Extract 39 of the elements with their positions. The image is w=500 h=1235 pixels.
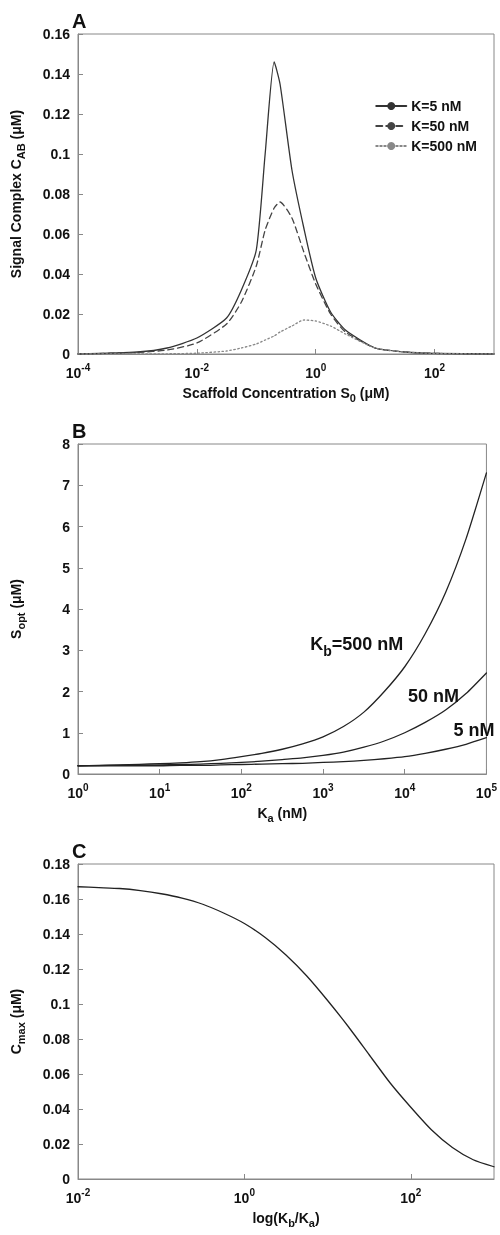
y-tick-label: 0.18	[42, 856, 71, 872]
y-tick-label: 0	[62, 766, 71, 782]
y-tick-label: 0	[62, 346, 71, 362]
y-tick-label: 0.16	[42, 26, 71, 42]
y-tick-label: 0.1	[50, 996, 71, 1012]
y-tick-label: 0.12	[42, 106, 71, 122]
y-tick-label: 0.04	[42, 266, 71, 282]
legend-label: K=50 nM	[411, 118, 470, 134]
chart-title: A	[72, 10, 87, 32]
y-tick-label: 0.1	[50, 146, 71, 162]
y-tick-label: 0.04	[42, 1101, 71, 1117]
series-label: 50 nM	[408, 686, 460, 707]
y-tick-label: 0.14	[42, 66, 71, 82]
y-tick-label: 2	[62, 683, 71, 700]
y-axis-title: Cmax (μM)	[7, 988, 27, 1055]
y-tick-label: 4	[62, 601, 71, 617]
y-tick-label: 0.08	[42, 186, 71, 202]
y-tick-label: 0.02	[42, 306, 71, 322]
y-tick-label: 0.06	[42, 226, 71, 242]
y-tick-label: 7	[62, 477, 71, 494]
y-tick-label: 0.16	[42, 891, 71, 907]
legend-label: K=5 nM	[411, 98, 462, 114]
y-tick-label: 0	[62, 1171, 71, 1187]
y-axis-title: Signal Complex CAB (μM)	[7, 109, 27, 279]
y-tick-label: 8	[62, 436, 71, 452]
legend-label: K=500 nM	[411, 138, 477, 154]
series-label: 5 nM	[453, 720, 495, 741]
y-tick-label: 6	[62, 518, 71, 535]
y-tick-label: 3	[62, 642, 71, 659]
y-tick-label: 0.06	[42, 1066, 71, 1082]
y-tick-label: 0.12	[42, 961, 71, 977]
y-axis-title: Sopt (μM)	[7, 579, 27, 639]
y-tick-label: 5	[62, 559, 71, 576]
y-tick-label: 0.14	[42, 926, 71, 942]
y-tick-label: 0.02	[42, 1136, 71, 1152]
chart-title: B	[72, 420, 87, 442]
y-tick-label: 0.08	[42, 1031, 71, 1047]
y-tick-label: 1	[62, 724, 71, 741]
chart-title: C	[72, 840, 87, 862]
